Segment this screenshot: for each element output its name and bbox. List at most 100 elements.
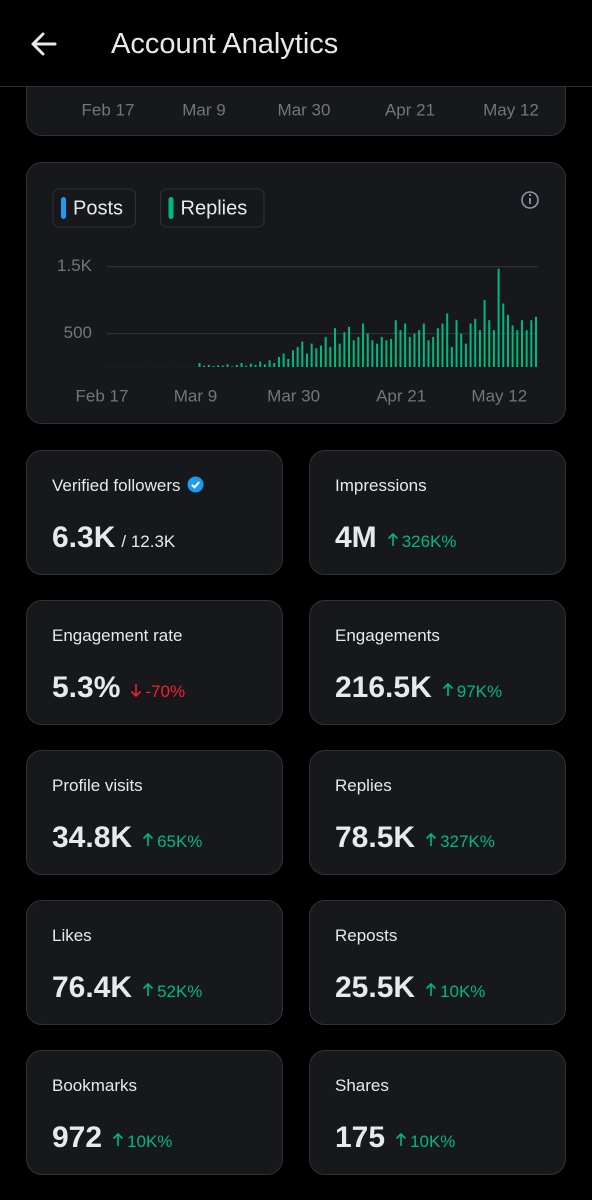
legend-swatch xyxy=(61,197,66,219)
arrow-path xyxy=(425,832,437,846)
stat-change-text: 65K% xyxy=(157,832,203,851)
arrow-path xyxy=(131,684,142,698)
stat-change-text: 327K% xyxy=(440,832,495,851)
bar xyxy=(483,300,486,367)
stat-value: 4M 326K% xyxy=(335,521,457,555)
bar xyxy=(310,343,313,367)
bar xyxy=(422,323,425,367)
header: Account Analytics xyxy=(0,0,592,87)
stat-card: Profile visits 34.8K 65K% xyxy=(26,750,283,875)
bar xyxy=(446,313,449,367)
info-icon-dot xyxy=(528,193,532,197)
bar xyxy=(357,336,360,367)
stat-change-text: 10K% xyxy=(440,982,486,1001)
bar xyxy=(525,330,528,367)
bar xyxy=(492,330,495,367)
stat-card: Impressions 4M 326K% xyxy=(309,450,566,575)
chart: Posts Replies 1.5K 500 Feb 17 Mar 9 Mar 30 Apr … xyxy=(52,188,539,405)
badge-check xyxy=(190,481,200,489)
x-tick-label: May 12 xyxy=(471,386,527,405)
verified-badge xyxy=(187,476,204,493)
stat-total: / 12.3K xyxy=(121,532,176,551)
bar xyxy=(235,364,238,367)
arrow-path xyxy=(387,532,398,546)
bar xyxy=(348,326,351,367)
bar xyxy=(287,358,290,367)
bar xyxy=(240,362,243,367)
bar xyxy=(413,333,416,367)
trend-arrow xyxy=(112,1132,124,1146)
bar xyxy=(432,336,435,367)
stat-card: Verified followers 6.3K / 12.3K xyxy=(26,450,283,575)
x-tick-label: May 12 xyxy=(483,100,539,119)
stat-number: 175 xyxy=(335,1121,386,1154)
stat-label: Engagements xyxy=(335,626,440,645)
stat-change: -70% xyxy=(130,682,185,701)
stat-value: 175 10K% xyxy=(335,1121,455,1155)
bar xyxy=(399,330,402,367)
stat-number: 6.3K xyxy=(52,521,116,554)
stat-change-text: 97K% xyxy=(456,682,503,701)
stat-number: 5.3% xyxy=(52,671,121,704)
top-chart-axis: Feb 17 Mar 9 Mar 30 Apr 21 May 12 xyxy=(82,100,539,119)
bar xyxy=(450,346,453,367)
trend-arrow xyxy=(131,684,142,698)
stat-number: 4M xyxy=(335,521,377,554)
bar xyxy=(520,320,523,367)
stat-number: 78.5K xyxy=(335,821,416,854)
x-tick-label: Mar 9 xyxy=(182,100,225,119)
bar xyxy=(474,318,477,367)
stat-value: 25.5K 10K% xyxy=(335,971,485,1005)
bar xyxy=(455,320,458,367)
bar xyxy=(535,316,537,367)
bar xyxy=(296,346,299,367)
stat-value: 76.4K 52K% xyxy=(52,971,202,1005)
trend-arrow xyxy=(387,532,398,546)
arrow-path xyxy=(425,982,437,996)
x-tick-label: Feb 17 xyxy=(82,100,135,119)
page-title: Account Analytics xyxy=(111,28,339,60)
stat-change: 326K% xyxy=(387,532,457,551)
bar xyxy=(488,320,491,367)
stat-change: 327K% xyxy=(425,832,495,851)
back-button[interactable] xyxy=(29,30,59,60)
bar xyxy=(506,314,509,367)
bar xyxy=(282,353,285,367)
bar xyxy=(305,353,308,367)
stat-change: 10K% xyxy=(395,1132,455,1151)
chart-card: Posts Replies 1.5K 500 Feb 17 Mar 9 Mar 30 Apr … xyxy=(26,162,566,424)
x-tick-label: Mar 30 xyxy=(278,100,331,119)
arrow-path xyxy=(142,832,154,846)
legend-label: Replies xyxy=(181,197,248,219)
arrow-path xyxy=(395,1132,407,1146)
stat-value: 216.5K 97K% xyxy=(335,671,502,705)
stat-label: Engagement rate xyxy=(52,626,183,645)
bar xyxy=(441,323,444,367)
x-tick-label: Apr 21 xyxy=(376,386,426,405)
stat-change-text: 10K% xyxy=(127,1132,173,1151)
y-tick-label: 500 xyxy=(64,323,92,342)
stat-number: 76.4K xyxy=(52,971,133,1004)
bar xyxy=(516,330,519,367)
bar xyxy=(511,325,514,367)
badge-bg xyxy=(187,476,204,493)
legend-item[interactable]: Posts xyxy=(52,188,136,228)
legend-box xyxy=(52,188,136,228)
stat-label: Profile visits xyxy=(52,776,143,795)
bar xyxy=(263,364,266,367)
stat-change-text: -70% xyxy=(145,682,186,701)
stat-label: Impressions xyxy=(335,476,427,495)
x-tick-label: Feb 17 xyxy=(76,386,129,405)
bar xyxy=(478,330,481,367)
bar xyxy=(268,360,271,367)
bar xyxy=(217,365,220,367)
stat-label: Replies xyxy=(335,776,392,795)
info-icon[interactable] xyxy=(521,191,539,209)
legend-item[interactable]: Replies xyxy=(160,188,265,228)
bar xyxy=(301,341,304,367)
stat-value: 5.3% -70% xyxy=(52,671,185,705)
legend-label: Posts xyxy=(73,197,123,219)
bar xyxy=(380,336,383,367)
bar xyxy=(277,356,280,367)
stat-change-text: 10K% xyxy=(410,1132,456,1151)
